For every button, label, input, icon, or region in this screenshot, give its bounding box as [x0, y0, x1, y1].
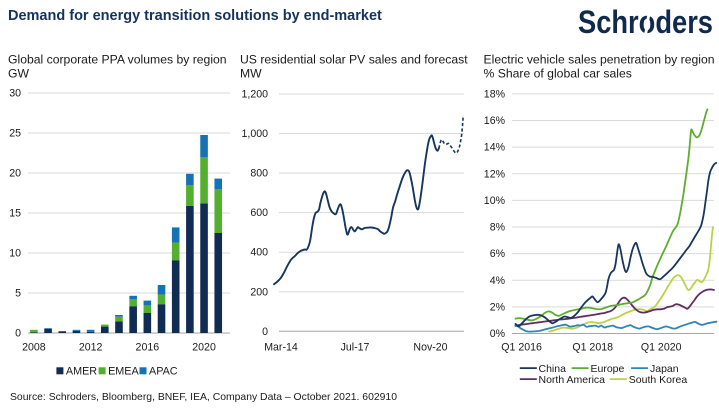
svg-text:EMEA: EMEA — [108, 365, 139, 377]
svg-text:Jul-17: Jul-17 — [341, 342, 370, 354]
svg-text:Mar-14: Mar-14 — [264, 342, 298, 354]
svg-text:Q1 2016: Q1 2016 — [501, 342, 542, 354]
svg-text:South Korea: South Korea — [629, 374, 688, 386]
svg-text:16%: 16% — [484, 115, 506, 127]
svg-text:Global corporate PPA volumes b: Global corporate PPA volumes by region — [8, 53, 227, 67]
svg-text:15: 15 — [9, 208, 21, 220]
svg-text:600: 600 — [250, 207, 268, 219]
svg-text:Source: Schroders, Bloomberg,: Source: Schroders, Bloomberg, BNEF, IEA,… — [10, 392, 397, 403]
svg-text:2008: 2008 — [22, 342, 46, 354]
svg-text:2%: 2% — [490, 301, 506, 313]
svg-text:1,000: 1,000 — [241, 128, 268, 140]
svg-text:14%: 14% — [484, 142, 506, 154]
svg-text:China: China — [539, 363, 567, 375]
svg-text:Q1 2018: Q1 2018 — [572, 342, 613, 354]
svg-text:Q1 2020: Q1 2020 — [641, 342, 682, 354]
svg-text:400: 400 — [250, 247, 268, 259]
svg-text:Schroders: Schroders — [578, 4, 713, 40]
svg-text:0%: 0% — [490, 328, 506, 340]
svg-text:0: 0 — [15, 328, 21, 340]
svg-text:Electric vehicle sales penetra: Electric vehicle sales penetration by re… — [484, 53, 715, 67]
svg-text:Demand for energy transition s: Demand for energy transition solutions b… — [8, 8, 382, 24]
svg-text:200: 200 — [250, 286, 268, 298]
svg-text:5: 5 — [15, 288, 21, 300]
svg-text:MW: MW — [240, 67, 262, 81]
svg-text:800: 800 — [250, 168, 268, 180]
svg-text:Japan: Japan — [650, 363, 679, 375]
svg-text:10%: 10% — [484, 195, 506, 207]
svg-text:8%: 8% — [490, 222, 506, 234]
svg-text:AMER: AMER — [66, 365, 97, 377]
svg-text:1,200: 1,200 — [241, 89, 268, 101]
svg-text:APAC: APAC — [149, 365, 178, 377]
svg-text:20: 20 — [9, 168, 21, 180]
svg-text:10: 10 — [9, 248, 21, 260]
svg-text:30: 30 — [9, 88, 21, 100]
svg-text:% Share of global car sales: % Share of global car sales — [484, 67, 632, 81]
svg-text:2020: 2020 — [192, 342, 216, 354]
svg-text:18%: 18% — [484, 88, 506, 100]
svg-text:GW: GW — [8, 67, 29, 81]
svg-text:Nov-20: Nov-20 — [413, 342, 447, 354]
svg-text:North America: North America — [539, 374, 606, 386]
svg-text:0: 0 — [262, 326, 268, 338]
svg-text:Europe: Europe — [591, 363, 625, 375]
svg-text:US residential solar PV sales: US residential solar PV sales and foreca… — [240, 53, 468, 67]
svg-text:6%: 6% — [490, 248, 506, 260]
svg-text:4%: 4% — [490, 275, 506, 287]
svg-text:12%: 12% — [484, 168, 506, 180]
svg-text:25: 25 — [9, 128, 21, 140]
svg-text:2016: 2016 — [136, 342, 160, 354]
svg-text:2012: 2012 — [79, 342, 103, 354]
